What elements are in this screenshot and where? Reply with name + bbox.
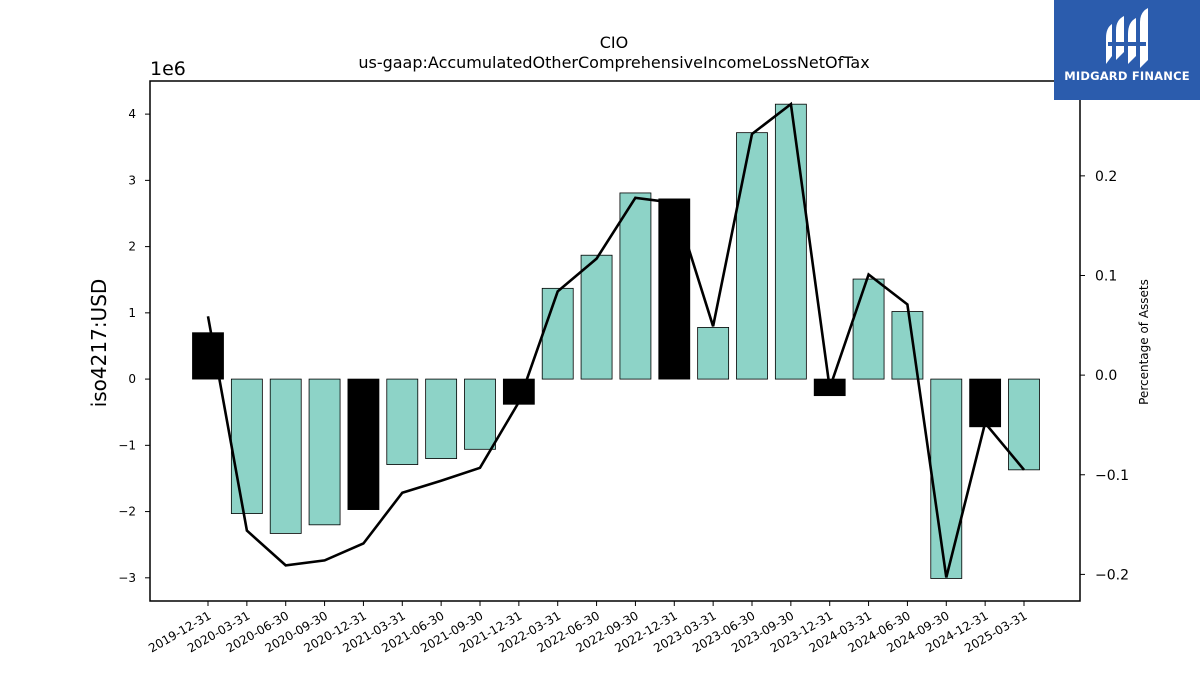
bar — [736, 132, 768, 380]
bar — [619, 192, 652, 380]
chart-subtitle: us-gaap:AccumulatedOtherComprehensiveInc… — [358, 53, 869, 72]
bar — [347, 378, 380, 510]
plot-frame — [149, 80, 1081, 602]
y-tick-label: 3 — [128, 173, 136, 187]
bar — [230, 378, 263, 514]
bar — [308, 378, 341, 526]
bar — [1008, 378, 1040, 471]
y-axis: −3 −2 −1 0 1 2 3 4 — [118, 107, 150, 585]
y-offset-text: 1e6 — [150, 58, 186, 80]
y-tick-label: −1 — [118, 438, 136, 452]
bar — [269, 378, 302, 534]
midgard-finance-logo: MIDGARD FINANCE — [1054, 0, 1200, 100]
bar — [464, 378, 496, 450]
bar — [541, 287, 574, 380]
bar — [697, 327, 730, 380]
bar — [658, 198, 691, 380]
y2-axis: −0.2 −0.1 0.0 0.1 0.2 — [1080, 169, 1129, 583]
bar — [930, 378, 963, 579]
bar — [774, 103, 807, 380]
logo-text: MIDGARD FINANCE — [1064, 69, 1190, 83]
chart-title: CIO — [600, 33, 628, 52]
bar — [425, 378, 458, 459]
bar-series — [192, 103, 1040, 579]
bar — [891, 311, 924, 380]
midgard-logo-icon — [1106, 8, 1148, 68]
bar — [969, 378, 1002, 428]
y-tick-label: 1 — [128, 306, 136, 320]
y-tick-label: 2 — [128, 240, 136, 254]
y2-tick-label: 0.2 — [1095, 169, 1117, 185]
bar — [386, 378, 419, 465]
y2-tick-label: 0.1 — [1095, 268, 1117, 284]
y-axis-label: iso4217:USD — [87, 279, 111, 408]
y2-tick-label: −0.2 — [1095, 567, 1129, 583]
y-tick-label: −2 — [118, 505, 136, 519]
y2-tick-label: −0.1 — [1095, 468, 1129, 484]
bar — [580, 254, 613, 380]
bar — [852, 278, 885, 380]
y-tick-label: 0 — [128, 372, 136, 386]
line-series — [206, 101, 1025, 578]
x-axis: 2019-12-312020-03-312020-06-302020-09-30… — [146, 601, 1029, 655]
y-tick-label: −3 — [118, 571, 136, 585]
percentage-line — [206, 101, 1025, 578]
y2-axis-label: Percentage of Assets — [1137, 279, 1151, 405]
y-tick-label: 4 — [128, 107, 136, 121]
y2-tick-label: 0.0 — [1095, 368, 1117, 384]
